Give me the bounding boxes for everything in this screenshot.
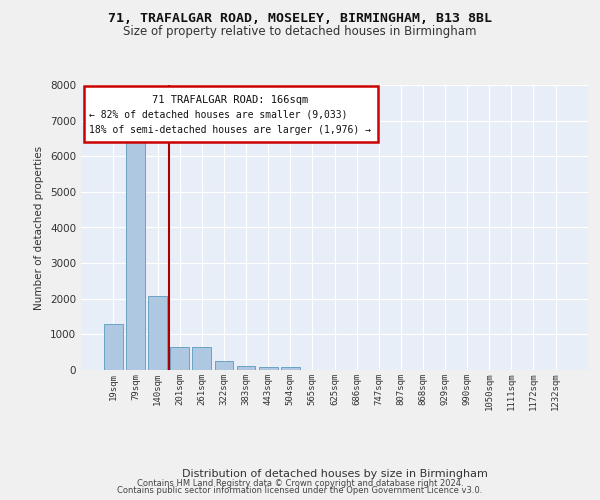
Bar (259, 366, 278, 370)
Bar (104, 324, 123, 370)
Text: Contains public sector information licensed under the Open Government Licence v3: Contains public sector information licen… (118, 486, 482, 495)
Text: 71 TRAFALGAR ROAD: 166sqm: 71 TRAFALGAR ROAD: 166sqm (152, 95, 308, 105)
Bar (193, 347, 211, 370)
Text: Size of property relative to detached houses in Birmingham: Size of property relative to detached ho… (123, 25, 477, 38)
Bar (281, 367, 299, 370)
Y-axis label: Number of detached properties: Number of detached properties (34, 146, 44, 310)
Text: Contains HM Land Registry data © Crown copyright and database right 2024.: Contains HM Land Registry data © Crown c… (137, 478, 463, 488)
Text: 71, TRAFALGAR ROAD, MOSELEY, BIRMINGHAM, B13 8BL: 71, TRAFALGAR ROAD, MOSELEY, BIRMINGHAM,… (108, 12, 492, 26)
Bar (215, 362, 233, 370)
Bar (126, 136, 145, 370)
Bar (236, 366, 256, 370)
Bar (148, 296, 167, 370)
FancyBboxPatch shape (83, 86, 377, 142)
Text: 18% of semi-detached houses are larger (1,976) →: 18% of semi-detached houses are larger (… (89, 125, 371, 135)
Text: ← 82% of detached houses are smaller (9,033): ← 82% of detached houses are smaller (9,… (89, 109, 347, 119)
Bar (170, 347, 189, 370)
X-axis label: Distribution of detached houses by size in Birmingham: Distribution of detached houses by size … (182, 468, 487, 478)
